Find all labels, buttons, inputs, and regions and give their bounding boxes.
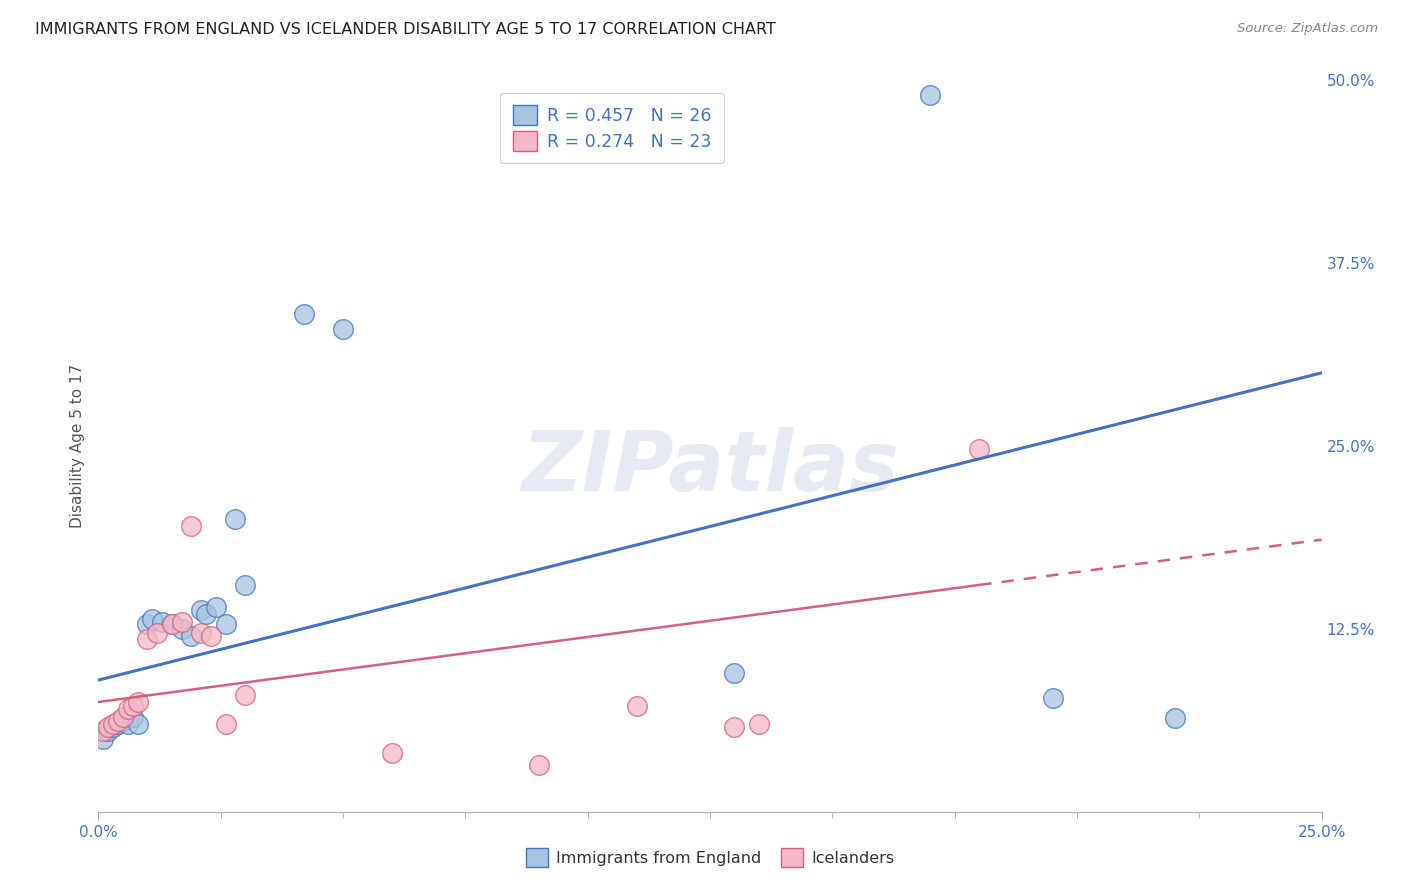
Point (190, 626, 212, 640)
Point (117, 702, 139, 716)
Point (170, 615, 193, 629)
Point (127, 717, 149, 731)
Point (180, 519, 202, 533)
Point (111, 709, 134, 723)
Point (214, 617, 236, 632)
Point (748, 717, 770, 731)
Point (107, 714, 129, 728)
Point (626, 699, 648, 714)
Point (91, 731, 114, 746)
Point (920, 87, 942, 102)
Text: Source: ZipAtlas.com: Source: ZipAtlas.com (1237, 22, 1378, 36)
Point (214, 717, 236, 731)
Point (141, 612, 163, 626)
Y-axis label: Disability Age 5 to 17: Disability Age 5 to 17 (69, 364, 84, 528)
Point (136, 617, 159, 632)
Point (150, 615, 173, 629)
Point (527, 758, 550, 772)
Point (224, 512, 246, 526)
Text: IMMIGRANTS FROM ENGLAND VS ICELANDER DISABILITY AGE 5 TO 17 CORRELATION CHART: IMMIGRANTS FROM ENGLAND VS ICELANDER DIS… (35, 22, 776, 37)
Point (101, 720, 124, 734)
Point (205, 599, 228, 614)
Point (97, 720, 120, 734)
Point (200, 629, 222, 643)
Point (97, 724, 120, 739)
Point (121, 699, 143, 714)
Text: ZIPatlas: ZIPatlas (522, 427, 898, 508)
Point (136, 632, 159, 646)
Point (160, 617, 183, 632)
Legend: Immigrants from England, Icelanders: Immigrants from England, Icelanders (520, 842, 900, 873)
Point (1164, 711, 1187, 725)
Point (107, 717, 129, 731)
Point (381, 746, 404, 760)
Point (117, 717, 139, 731)
Point (332, 322, 354, 336)
Point (195, 607, 218, 622)
Point (233, 578, 256, 592)
Point (160, 617, 183, 632)
Point (146, 626, 169, 640)
Point (121, 709, 143, 723)
Point (170, 622, 193, 636)
Point (723, 665, 745, 680)
Point (1042, 690, 1064, 705)
Point (723, 720, 745, 734)
Point (101, 717, 124, 731)
Point (233, 688, 256, 702)
Point (111, 714, 134, 728)
Point (91, 724, 114, 739)
Point (967, 442, 990, 456)
Point (180, 629, 202, 643)
Point (190, 603, 212, 617)
Point (127, 695, 149, 709)
Point (292, 307, 315, 321)
